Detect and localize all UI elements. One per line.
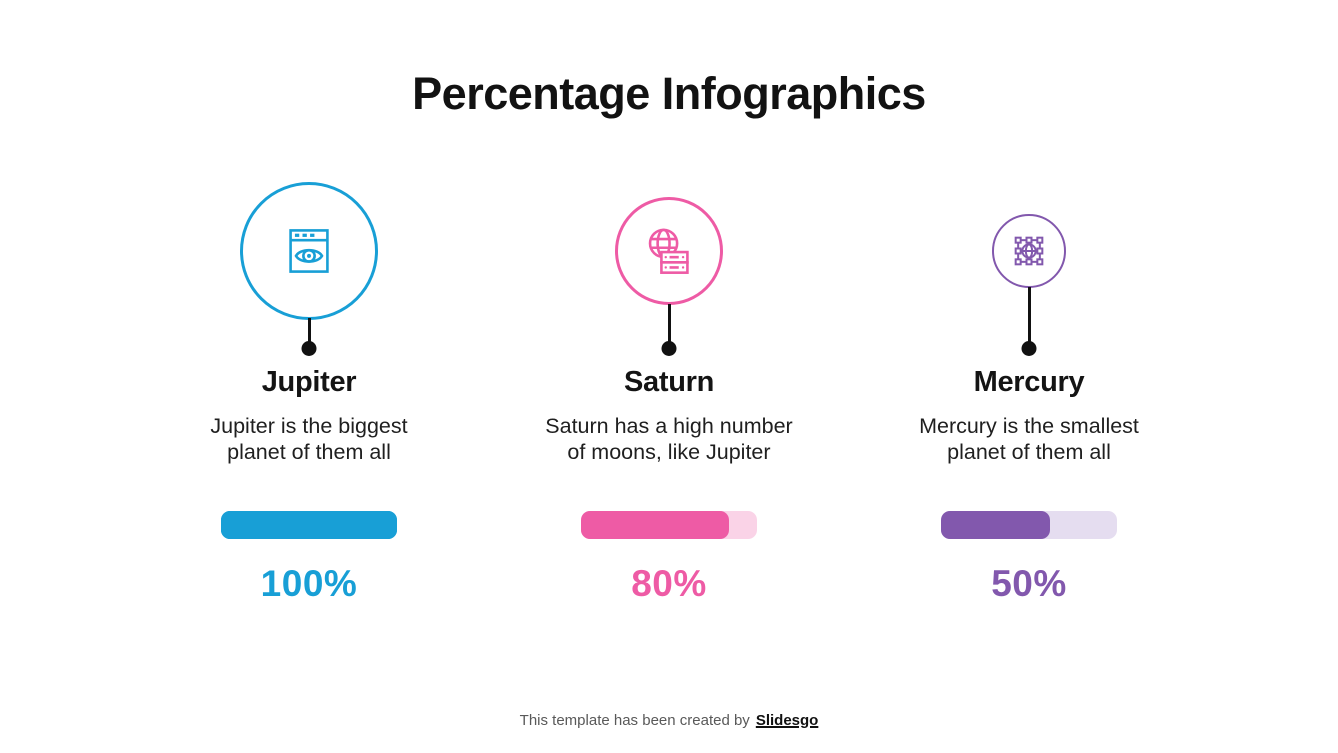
description-line: Saturn has a high number [545,414,793,438]
slidesgo-link[interactable]: Slidesgo [755,712,819,729]
progress-track [941,511,1117,540]
progress-fill [581,511,729,540]
progress-fill [941,511,1051,540]
planet-title: Saturn [623,366,715,398]
percent-value: 80% [631,563,707,605]
saturn-circle [615,197,723,305]
description-line: planet of them all [227,440,391,465]
columns-row: Jupiter Jupiter is the biggest planet of… [0,178,1338,605]
description-line: Jupiter is the biggest [210,414,408,438]
column-mercury: Mercury Mercury is the smallest planet o… [849,178,1209,605]
progress-track [581,511,757,540]
page-title: Percentage Infographics [412,68,926,119]
description-line: Mercury is the smallest [919,414,1139,438]
percent-value: 100% [260,563,358,605]
mercury-circle [992,214,1066,288]
browser-eye-icon [289,229,329,273]
description-line: of moons, like Jupiter [567,440,771,465]
connector-line [1027,287,1031,344]
planet-description: Jupiter is the biggest planet of them al… [210,413,407,465]
progress-fill [221,511,397,540]
connector-dot [661,341,677,356]
jupiter-circle [240,182,378,320]
connector-line [307,318,311,344]
connector-dot [1021,341,1037,356]
globe-server-icon [648,228,689,274]
planet-description: Mercury is the smallest planet of them a… [919,413,1139,465]
column-jupiter: Jupiter Jupiter is the biggest planet of… [129,178,489,605]
column-saturn: Saturn Saturn has a high number of moons… [489,178,849,605]
connector-dot [301,341,317,356]
description-line: planet of them all [947,440,1111,465]
footer-text: This template has been created by [519,712,750,729]
saturn-graphic [489,178,849,356]
percent-value: 50% [991,563,1067,605]
planet-title: Mercury [973,366,1085,398]
globe-frame-icon [1014,236,1044,266]
planet-title: Jupiter [261,366,357,398]
planet-description: Saturn has a high number of moons, like … [545,413,792,465]
connector-line [667,304,671,344]
mercury-graphic [849,178,1209,356]
progress-track [221,511,397,540]
footer: This template has been created by Slidesg… [0,712,1338,729]
jupiter-graphic [129,178,489,356]
